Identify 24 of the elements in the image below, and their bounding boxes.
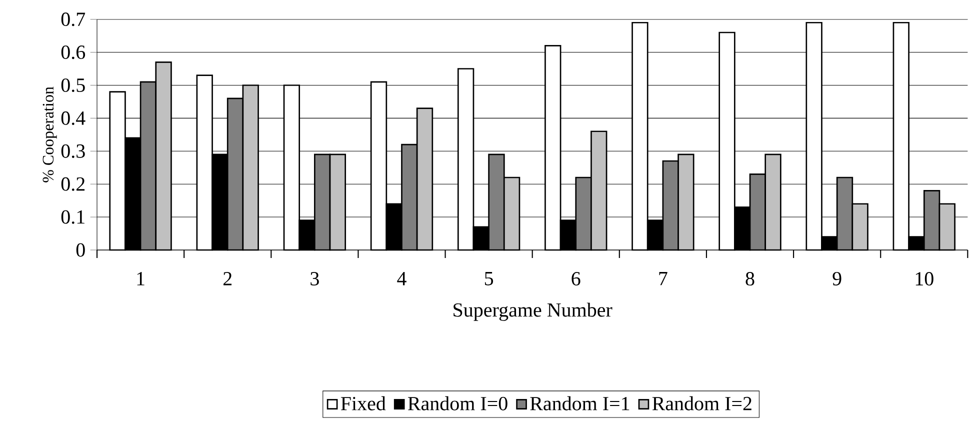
legend-label: Random I=0 [408,396,508,410]
y-tick-label: 0 [76,243,85,257]
y-tick-label: 0.4 [61,111,86,125]
x-tick-label: 4 [397,272,406,286]
x-tick-label: 8 [746,272,754,286]
x-tick-label: 7 [659,272,668,286]
y-tick-label: 0.3 [61,144,85,158]
x-tick-label: 2 [223,272,232,286]
x-tick-label: 10 [916,272,934,286]
legend-label: Random I=1 [530,396,630,410]
x-tick-label: 9 [832,272,842,286]
legend-label: Random I=2 [652,396,752,410]
x-axis-title: Supergame Number [454,302,612,321]
x-tick-label: 3 [310,272,319,286]
y-tick-label: 0.6 [61,45,86,60]
y-tick-label: 0.7 [61,12,86,26]
y-tick-label: 0.1 [61,210,84,224]
x-tick-label: 6 [572,272,580,286]
y-axis-title: % Cooperation [42,86,57,182]
x-tick-label: 1 [137,272,144,286]
legend-label: Fixed [340,396,386,410]
y-tick-label: 0.5 [61,78,85,92]
y-tick-label: 0.2 [61,177,85,191]
x-tick-label: 5 [484,272,494,286]
